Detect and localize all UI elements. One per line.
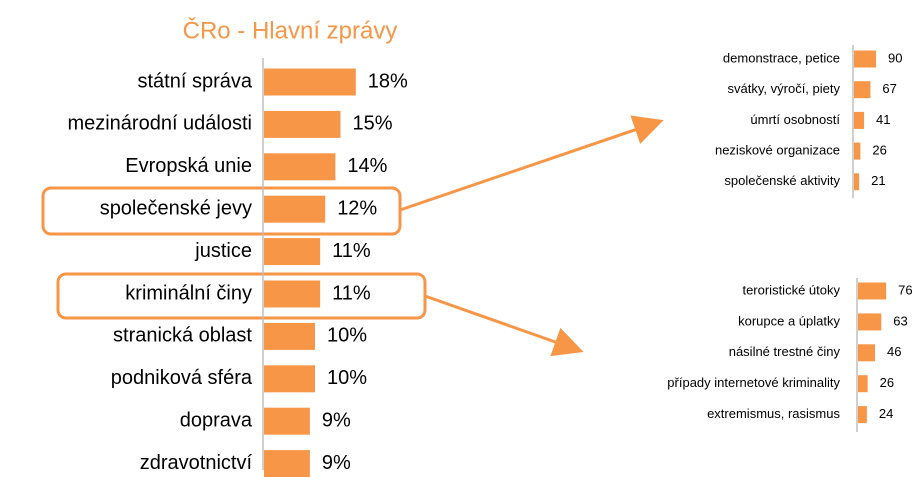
- category-label: demonstrace, petice: [723, 50, 840, 65]
- bar: [854, 50, 877, 68]
- value-label: 9%: [322, 409, 351, 431]
- category-label: Evropská unie: [125, 155, 252, 177]
- value-label: 15%: [353, 113, 393, 135]
- value-label: 21: [871, 173, 885, 188]
- category-label: korupce a úplatky: [738, 313, 840, 328]
- bar: [264, 280, 321, 308]
- value-label: 26: [880, 375, 894, 390]
- arrow: [424, 294, 584, 357]
- category-label: svátky, výročí, piety: [728, 81, 841, 96]
- category-label: stranická oblast: [113, 325, 252, 347]
- category-label: násilné trestné činy: [729, 344, 841, 359]
- category-label: státní správa: [137, 70, 252, 92]
- value-label: 18%: [368, 70, 408, 92]
- category-label: kriminální činy: [125, 282, 252, 304]
- arrow: [399, 115, 664, 212]
- category-label: společenské aktivity: [724, 173, 840, 188]
- bar: [858, 344, 876, 362]
- value-label: 46: [887, 344, 901, 359]
- value-label: 67: [882, 81, 896, 96]
- category-label: mezinárodní události: [67, 113, 252, 135]
- bar: [264, 195, 326, 223]
- bar: [854, 111, 865, 129]
- bar: [858, 375, 868, 393]
- value-label: 63: [893, 313, 907, 328]
- value-label: 9%: [322, 452, 351, 474]
- value-label: 41: [876, 112, 890, 127]
- highlight-box: [41, 186, 402, 236]
- bar: [264, 322, 315, 350]
- value-label: 26: [872, 143, 886, 158]
- bar: [264, 450, 310, 477]
- chart-title: ČRo - Hlavní zprávy: [183, 16, 398, 44]
- bar: [264, 238, 321, 266]
- value-label: 90: [888, 50, 902, 65]
- category-label: společenské jevy: [100, 197, 252, 219]
- bar: [858, 313, 882, 331]
- value-label: 10%: [327, 367, 367, 389]
- value-label: 11%: [332, 282, 371, 304]
- category-label: neziskové organizace: [715, 143, 840, 158]
- category-label: justice: [194, 240, 252, 262]
- category-label: teroristické útoky: [742, 282, 840, 297]
- category-label: extremismus, rasismus: [707, 406, 840, 421]
- value-label: 10%: [327, 325, 367, 347]
- value-label: 76: [898, 282, 912, 297]
- bar: [264, 407, 310, 435]
- bar: [264, 110, 341, 138]
- value-label: 14%: [347, 155, 387, 177]
- category-label: podniková sféra: [111, 367, 253, 389]
- value-label: 11%: [332, 240, 371, 262]
- bar: [854, 173, 860, 191]
- category-label: úmrtí osobností: [750, 112, 840, 127]
- bar: [854, 81, 871, 99]
- bar: [858, 406, 867, 424]
- bar: [264, 365, 315, 393]
- bar: [854, 142, 861, 160]
- value-label: 12%: [337, 197, 377, 219]
- value-label: 24: [879, 406, 893, 421]
- bar: [264, 153, 336, 181]
- category-label: zdravotnictví: [140, 452, 253, 474]
- category-label: případy internetové kriminality: [667, 375, 840, 390]
- bar: [858, 282, 887, 300]
- bar: [264, 68, 356, 96]
- category-label: doprava: [180, 409, 253, 431]
